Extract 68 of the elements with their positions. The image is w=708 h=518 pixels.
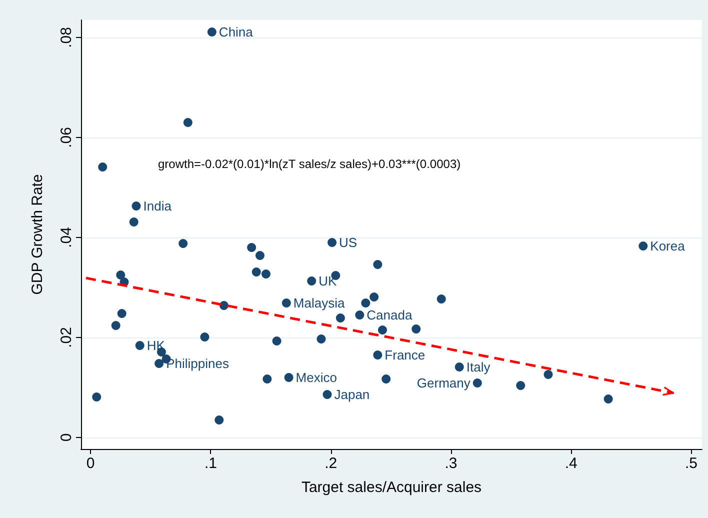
- y-tick-label: .08: [58, 27, 75, 48]
- point: [373, 260, 382, 269]
- annotation: France: [384, 348, 426, 362]
- annotation: India: [143, 198, 172, 214]
- point: [284, 373, 294, 382]
- point: [316, 334, 326, 344]
- point: [252, 268, 261, 276]
- point: [183, 118, 192, 127]
- x-tick-label: 0: [86, 455, 95, 472]
- annotation: Philippines: [166, 356, 230, 371]
- annotation: China: [218, 24, 254, 40]
- y-tick-label: 0: [58, 433, 75, 442]
- annotation: US: [339, 235, 358, 250]
- point: [472, 378, 482, 388]
- annotation: Korea: [650, 238, 686, 254]
- point: [307, 276, 316, 286]
- y-tick-label: .06: [58, 127, 75, 148]
- point: [92, 392, 102, 402]
- point: [272, 336, 282, 346]
- point: [604, 394, 613, 404]
- point: [336, 314, 345, 322]
- point: [373, 350, 382, 360]
- point: [200, 332, 210, 342]
- point: [361, 298, 370, 308]
- annotation: Japan: [334, 387, 370, 402]
- point: [255, 251, 264, 260]
- point: [382, 374, 391, 384]
- annotation: Malaysia: [293, 296, 346, 310]
- point: [129, 218, 138, 226]
- x-tick-label: .2: [324, 455, 338, 472]
- annotation: Canada: [366, 308, 413, 322]
- point: [98, 162, 108, 172]
- point: [370, 292, 379, 302]
- x-axis-title: Target sales/Acquirer sales: [301, 479, 482, 496]
- x-tick-label: .3: [444, 455, 458, 472]
- point: [378, 326, 387, 334]
- y-tick-label: .02: [58, 327, 75, 348]
- point: [516, 381, 526, 390]
- point: [135, 341, 144, 350]
- point: [247, 243, 256, 252]
- point: [436, 294, 446, 304]
- point: [262, 374, 272, 384]
- point: [328, 238, 337, 247]
- annotation: Germany: [416, 376, 471, 390]
- point: [454, 362, 464, 372]
- annotation: Mexico: [296, 370, 337, 385]
- point: [207, 28, 216, 36]
- annotation: Italy: [466, 360, 491, 374]
- point: [412, 324, 421, 334]
- point: [214, 416, 224, 424]
- y-axis-title: GDP Growth Rate: [29, 174, 46, 295]
- point: [117, 309, 126, 318]
- point: [355, 310, 364, 320]
- x-tick-label: .4: [564, 455, 578, 472]
- x-tick-label: .1: [204, 455, 217, 472]
- y-tick-label: .04: [58, 227, 75, 248]
- point: [154, 359, 164, 368]
- point: [322, 390, 332, 399]
- point: [282, 298, 291, 308]
- x-tick-label: .5: [684, 455, 698, 472]
- point: [261, 270, 270, 278]
- point: [111, 321, 120, 330]
- annotation: growth=-0.02*(0.01)*ln(zT sales/z sales)+0.03***(0.0003): [158, 157, 461, 171]
- point: [116, 270, 126, 280]
- point: [132, 202, 141, 210]
- point: [638, 242, 648, 250]
- point: [544, 370, 553, 379]
- point: [178, 239, 188, 248]
